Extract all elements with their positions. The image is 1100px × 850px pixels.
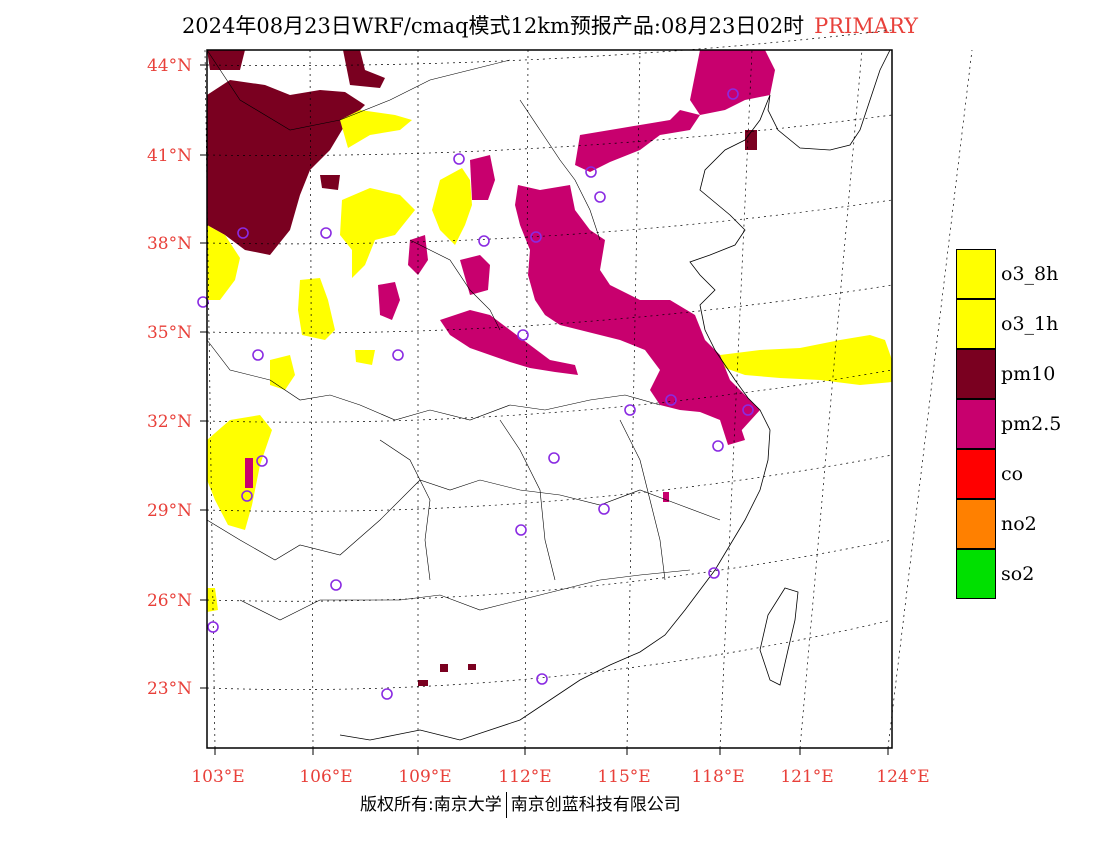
legend-label: no2	[1001, 513, 1037, 535]
graticule	[204, 29, 973, 749]
station-circle-icon	[517, 329, 529, 341]
lat-ticks	[200, 64, 207, 689]
station-circle-icon	[453, 153, 465, 165]
station-circle-icon	[536, 673, 548, 685]
legend-label: pm2.5	[1001, 413, 1062, 435]
legend-item-no2: no2	[956, 499, 1096, 549]
legend-swatch	[956, 449, 996, 499]
coastline	[339, 49, 891, 741]
station-circle-icon	[530, 231, 542, 243]
title-text: 2024年08月23日WRF/cmaq模式12km预报产品:08月23日02时	[181, 14, 805, 38]
station-markers	[197, 88, 754, 700]
copyright-right: 南京创蓝科技有限公司	[510, 795, 681, 815]
legend-label: pm10	[1001, 363, 1056, 385]
footer-divider	[505, 792, 507, 818]
province-boundaries	[206, 49, 721, 621]
lon-label: 109°E	[398, 767, 451, 787]
lat-label: 41°N	[147, 146, 192, 166]
lat-label: 23°N	[147, 679, 192, 699]
taiwan-outline	[759, 587, 799, 686]
legend-item-pm10: pm10	[956, 349, 1096, 399]
lat-label: 32°N	[147, 412, 192, 432]
station-circle-icon	[548, 452, 560, 464]
legend-item-co: co	[956, 449, 1096, 499]
station-circle-icon	[392, 349, 404, 361]
station-circle-icon	[252, 349, 264, 361]
station-circle-icon	[256, 455, 268, 467]
station-circle-icon	[624, 404, 636, 416]
copyright-left: 版权所有:南京大学	[360, 795, 502, 815]
station-circle-icon	[708, 567, 720, 579]
legend-item-so2: so2	[956, 549, 1096, 599]
legend-swatch	[956, 249, 996, 299]
station-circle-icon	[381, 688, 393, 700]
map-content	[207, 50, 892, 686]
legend-swatch	[956, 299, 996, 349]
station-circle-icon	[207, 621, 219, 633]
primary-tag: PRIMARY	[814, 14, 919, 38]
lon-label: 115°E	[597, 767, 650, 787]
station-circle-icon	[320, 227, 332, 239]
station-circle-icon	[742, 404, 754, 416]
legend-swatch	[956, 399, 996, 449]
pm10-region	[207, 50, 757, 686]
legend-item-pm25: pm2.5	[956, 399, 1096, 449]
copyright-footer: 版权所有:南京大学 南京创蓝科技有限公司	[360, 790, 681, 818]
station-circle-icon	[665, 394, 677, 406]
station-circle-icon	[712, 440, 724, 452]
station-circle-icon	[515, 524, 527, 536]
lat-label: 26°N	[147, 591, 192, 611]
lon-label: 124°E	[876, 767, 929, 787]
o3-region	[207, 110, 892, 612]
station-circle-icon	[598, 503, 610, 515]
station-circle-icon	[197, 296, 209, 308]
lon-label: 118°E	[691, 767, 744, 787]
station-circle-icon	[241, 490, 253, 502]
lat-label: 29°N	[147, 501, 192, 521]
map-frame	[206, 49, 893, 749]
station-circle-icon	[237, 227, 249, 239]
legend-label: o3_8h	[1001, 263, 1059, 285]
lon-ticks	[214, 748, 889, 755]
lon-label: 112°E	[498, 767, 551, 787]
station-circle-icon	[330, 579, 342, 591]
legend-label: o3_1h	[1001, 313, 1059, 335]
legend-item-o3-1h: o3_1h	[956, 299, 1096, 349]
station-circle-icon	[585, 166, 597, 178]
station-circle-icon	[478, 235, 490, 247]
map-title: 2024年08月23日WRF/cmaq模式12km预报产品:08月23日02时 P…	[0, 10, 1100, 40]
legend-swatch	[956, 349, 996, 399]
lat-label: 44°N	[147, 56, 192, 76]
legend-swatch	[956, 549, 996, 599]
lon-label: 106°E	[299, 767, 352, 787]
legend-label: so2	[1001, 563, 1035, 585]
legend-label: co	[1001, 463, 1024, 485]
station-circle-icon	[594, 191, 606, 203]
legend-swatch	[956, 499, 996, 549]
lon-label: 121°E	[780, 767, 833, 787]
lon-label: 103°E	[191, 767, 244, 787]
lat-label: 38°N	[147, 234, 192, 254]
station-circle-icon	[727, 88, 739, 100]
pm25-region	[245, 50, 775, 502]
legend-item-o3-8h: o3_8h	[956, 249, 1096, 299]
lat-label: 35°N	[147, 323, 192, 343]
legend: o3_8h o3_1h pm10 pm2.5 co no2 so2	[956, 249, 1096, 599]
